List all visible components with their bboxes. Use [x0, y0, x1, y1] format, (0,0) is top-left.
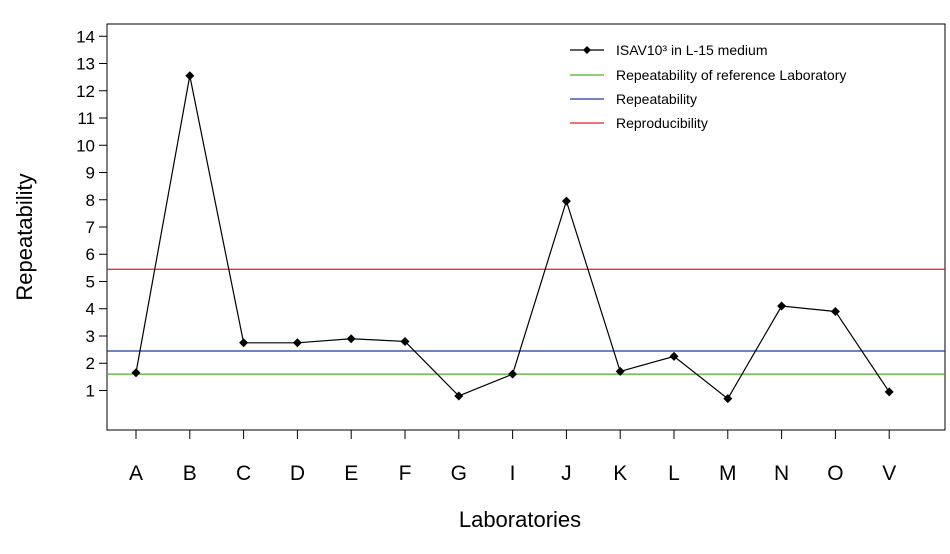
y-tick-label: 2 — [86, 354, 95, 373]
legend-label-reproducibility: Reproducibility — [616, 115, 708, 131]
x-tick-label-N: N — [774, 462, 789, 485]
y-tick-label: 8 — [86, 191, 95, 210]
legend-label-ref-lab: Repeatability of reference Laboratory — [616, 67, 846, 83]
series-lines — [135, 75, 890, 400]
legend-label-repeatability: Repeatability — [616, 91, 697, 107]
x-tick-label-E: E — [344, 462, 358, 485]
data-point-A — [131, 368, 141, 378]
y-tick-label: 6 — [86, 245, 95, 264]
x-tick-label-M: M — [719, 462, 737, 485]
y-tick-label: 9 — [86, 164, 95, 183]
x-tick-label-V: V — [882, 462, 896, 485]
y-tick-label: 5 — [86, 272, 95, 291]
y-axis-title: Repeatability — [12, 173, 37, 300]
x-tick-label-K: K — [613, 462, 627, 485]
y-tick-label: 1 — [86, 381, 95, 400]
legend-marker-series — [583, 46, 591, 54]
y-tick-label: 10 — [76, 136, 95, 155]
y-tick-label: 7 — [86, 218, 95, 237]
data-point-E — [346, 334, 356, 344]
series-line-0 — [135, 75, 890, 400]
y-tick-label: 3 — [86, 327, 95, 346]
data-point-V — [884, 387, 894, 397]
x-tick-label-D: D — [290, 462, 305, 485]
legend-label-series: ISAV10³ in L-15 medium — [616, 42, 767, 58]
y-tick-label: 14 — [76, 27, 95, 46]
data-point-C — [239, 338, 249, 348]
data-point-F — [400, 336, 410, 346]
y-tick-label: 11 — [77, 109, 95, 128]
x-tick-label-O: O — [827, 462, 843, 485]
x-tick-label-I: I — [510, 462, 516, 485]
y-tick-label: 13 — [76, 55, 95, 74]
data-point-B — [185, 71, 195, 81]
data-point-D — [292, 338, 302, 348]
x-tick-label-C: C — [236, 462, 251, 485]
data-points — [131, 71, 894, 404]
data-point-J — [561, 196, 571, 206]
x-axis-title: Laboratories — [459, 507, 581, 532]
data-point-I — [508, 369, 518, 379]
x-tick-label-G: G — [451, 462, 467, 485]
x-tick-label-L: L — [668, 462, 680, 485]
y-tick-label: 4 — [86, 300, 95, 319]
plot-frame — [106, 23, 946, 431]
x-tick-label-J: J — [561, 462, 572, 485]
x-tick-label-A: A — [129, 462, 143, 485]
data-point-L — [669, 351, 679, 361]
reference-lines — [107, 268, 945, 375]
data-point-G — [454, 391, 464, 401]
data-point-N — [777, 301, 787, 311]
data-point-O — [830, 306, 840, 316]
data-point-K — [615, 366, 625, 376]
y-tick-label: 12 — [76, 82, 95, 101]
data-point-M — [723, 394, 733, 404]
x-tick-label-F: F — [399, 462, 412, 485]
x-tick-label-B: B — [183, 462, 197, 485]
legend: ISAV10³ in L-15 medium Repeatability of … — [570, 42, 846, 131]
